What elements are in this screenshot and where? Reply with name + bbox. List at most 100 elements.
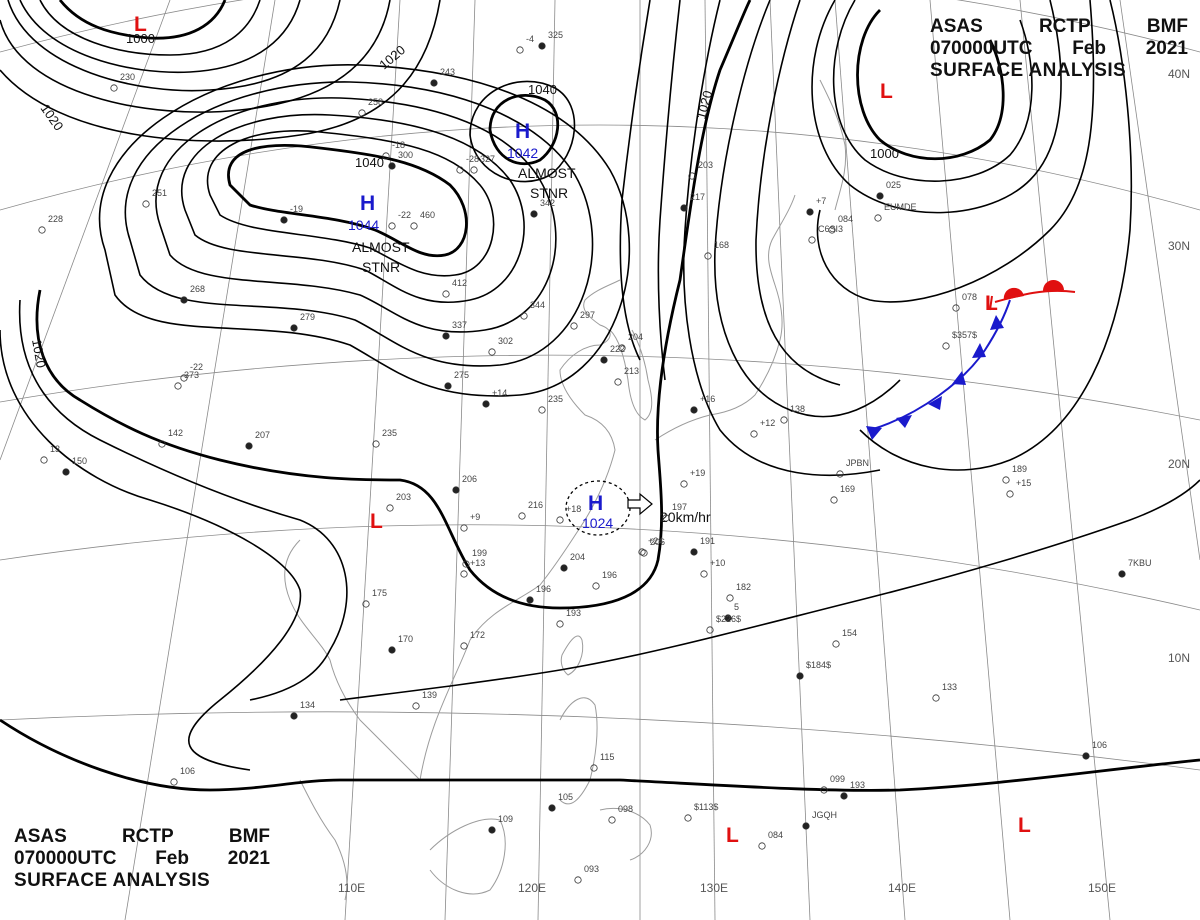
warm-front-semicircle — [1042, 279, 1064, 291]
station-value: -18 — [392, 140, 405, 150]
station-value: 182 — [736, 582, 751, 592]
station-marker — [590, 764, 598, 772]
station-value: 106 — [180, 766, 195, 776]
isobar-1040-small — [488, 94, 560, 166]
station-value: +13 — [470, 558, 485, 568]
cold-front-triangle — [972, 343, 986, 358]
station-value: 168 — [714, 240, 729, 250]
header-line-1: ASAS RCTP BMF — [14, 826, 270, 848]
station-value: 139 — [422, 690, 437, 700]
coast-sakhalin — [819, 79, 847, 211]
cold-front-triangle — [896, 415, 912, 428]
station-value: 170 — [398, 634, 413, 644]
station-marker — [460, 570, 468, 578]
high-letter: H — [588, 492, 603, 515]
meridian-100e — [0, 0, 171, 461]
station-marker — [382, 152, 390, 160]
station-marker — [290, 712, 298, 720]
occluded-kink — [989, 295, 993, 311]
station-value: 460 — [420, 210, 435, 220]
station-value: 228 — [48, 214, 63, 224]
station-marker — [388, 222, 396, 230]
station-value: 150 — [72, 456, 87, 466]
header-line-2: 070000UTC Feb 2021 — [14, 848, 270, 870]
latitude-line-40n — [0, 0, 1200, 53]
station-value: 109 — [498, 814, 513, 824]
station-marker — [638, 548, 646, 556]
station-value: 199 — [472, 548, 487, 558]
station-marker — [158, 440, 166, 448]
coast-japan — [654, 194, 796, 441]
meridian-130e — [704, 0, 716, 920]
station-marker — [520, 312, 528, 320]
station-value: 279 — [300, 312, 315, 322]
station-marker — [538, 42, 546, 50]
high-pressure-value: 1024 — [582, 515, 613, 531]
station-marker — [704, 252, 712, 260]
station-marker — [170, 778, 178, 786]
latitude-line-0 — [0, 711, 1200, 771]
station-marker — [410, 222, 418, 230]
station-value: 235 — [548, 394, 563, 404]
isobar-1020-nw — [0, 0, 391, 113]
lat-label: 20N — [1168, 457, 1190, 471]
station-marker — [874, 214, 882, 222]
lon-label: 130E — [700, 881, 728, 895]
station-marker — [180, 296, 188, 304]
station-marker — [1002, 476, 1010, 484]
station-marker — [560, 564, 568, 572]
station-value: 172 — [470, 630, 485, 640]
station-value: 115 — [600, 752, 614, 762]
fronts — [866, 279, 1076, 440]
station-marker — [808, 236, 816, 244]
low-letter: L — [1018, 814, 1031, 837]
high-letter: H — [515, 120, 530, 143]
meridian-155e — [1119, 0, 1200, 561]
meridian-135e — [769, 0, 811, 920]
station-value: 337 — [452, 320, 467, 330]
station-marker — [684, 814, 692, 822]
header-time: 070000UTC — [14, 848, 117, 869]
grid-labels: 40N 30N 20N 10N 110E 120E 130E 140E 150E — [338, 67, 1190, 895]
station-value: 251 — [152, 188, 167, 198]
station-marker — [592, 582, 600, 590]
meridian-120e — [537, 0, 556, 920]
station-marker — [1118, 570, 1126, 578]
station-marker — [530, 210, 538, 218]
station-marker — [780, 416, 788, 424]
station-value: 189 — [1012, 464, 1027, 474]
station-value: JGQH — [812, 810, 837, 820]
lat-label: 40N — [1168, 67, 1190, 81]
high-status-text: STNR — [362, 259, 400, 275]
station-value: 213 — [624, 366, 639, 376]
header-line-3: SURFACE ANALYSIS — [14, 870, 270, 892]
coastlines — [284, 79, 847, 901]
station-marker — [460, 524, 468, 532]
meridian-140e — [834, 0, 906, 920]
station-marker — [556, 620, 564, 628]
station-marker — [460, 642, 468, 650]
header-time: 070000UTC — [930, 38, 1033, 59]
low-letter: L — [985, 292, 998, 315]
station-marker — [680, 204, 688, 212]
station-marker — [614, 378, 622, 386]
station-value: 258 — [368, 97, 383, 107]
station-marker — [358, 109, 366, 117]
low-letter: L — [370, 510, 383, 533]
station-marker — [40, 456, 48, 464]
header-region: ASAS — [930, 16, 983, 37]
station-marker — [750, 430, 758, 438]
cold-front-line — [869, 299, 1011, 431]
station-marker — [372, 440, 380, 448]
station-value: 098 — [618, 804, 633, 814]
cold-front-triangle — [866, 426, 882, 440]
isobar-1020-main — [35, 0, 752, 610]
station-marker — [828, 226, 836, 234]
station-marker — [456, 166, 464, 174]
low-pressure-centres: L L L L L L — [134, 13, 1031, 847]
header-station: RCTP — [1038, 16, 1091, 37]
station-value: EUMDE — [884, 202, 917, 212]
station-marker — [574, 876, 582, 884]
station-value: 243 — [440, 67, 455, 77]
